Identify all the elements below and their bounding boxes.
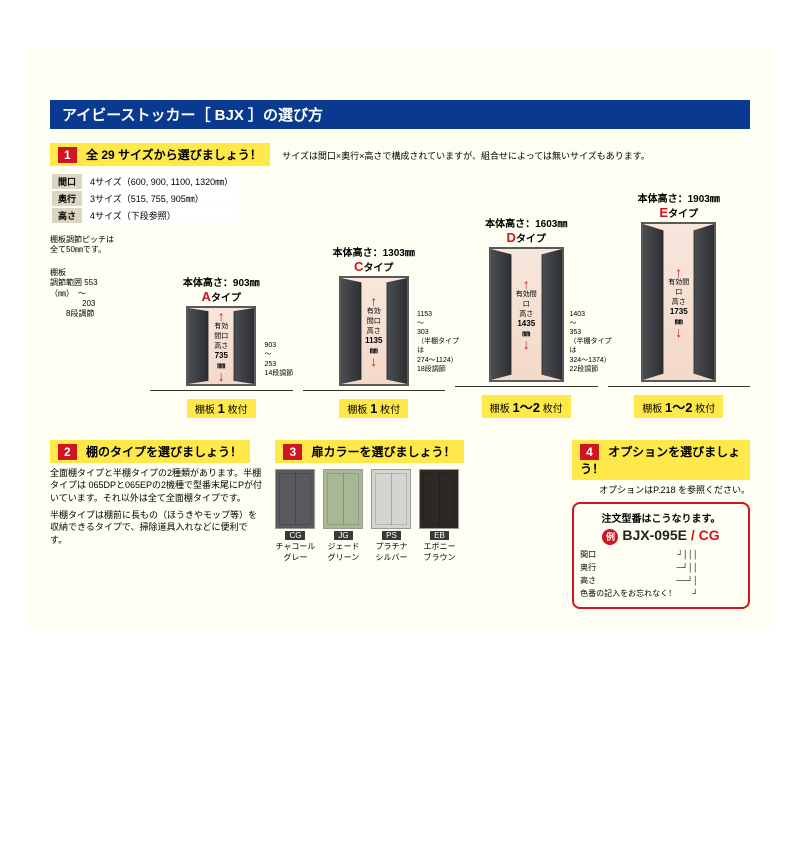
step1-heading: 全 29 サイズから選びましょう！	[86, 148, 262, 162]
step4-section: 4 オプションを選びましょう！ オプションはP.218 を参照ください。 注文型…	[572, 432, 750, 609]
color-note: 色番の記入をお忘れなく！	[580, 588, 676, 601]
order-example-box: 注文型番はこうなります。 例 BJX-095E / CG 間口┘│││ 奥行─┘…	[572, 502, 750, 608]
color-option-EB: EB エボニー ブラウン	[419, 469, 459, 563]
step2-text1: 全面棚タイプと半棚タイプの2種類があります。半棚タイプは 065DPと065EP…	[50, 467, 263, 505]
bracket-lines: 間口┘│││ 奥行─┘││ 高さ──┘│ 色番の記入をお忘れなく！┘	[580, 549, 742, 600]
step1-num: 1	[58, 147, 77, 163]
cabinet-type-E: 本体高さ：1903㎜ Eタイプ 1403 〜 353 （半棚タイプは 324〜1…	[608, 190, 751, 418]
step2-section: 2 棚のタイプを選びましょう！ 全面棚タイプと半棚タイプの2種類があります。半棚…	[50, 432, 263, 609]
step1-header: 1 全 29 サイズから選びましょう！	[50, 143, 270, 166]
step2-text2: 半棚タイプは棚前に長もの（ほうきやモップ等）を収納できるタイプで、掃除道具入れな…	[50, 509, 263, 547]
order-title: 注文型番はこうなります。	[580, 510, 742, 525]
step1-section: 1 全 29 サイズから選びましょう！ サイズは間口×奥行×高さで構成されていま…	[50, 135, 750, 418]
step4-num: 4	[580, 444, 599, 460]
step2-num: 2	[58, 444, 77, 460]
example-badge: 例	[602, 529, 618, 545]
page-title: アイビーストッカー［ BJX ］の選び方	[50, 100, 750, 129]
dimension-table: 間口4サイズ（600, 900, 1100, 1320㎜） 奥行3サイズ（515…	[50, 172, 241, 225]
color-option-CG: CG チャコール グレー	[275, 469, 315, 563]
step3-section: 3 扉カラーを選びましょう！ CG チャコール グレー JG ジェード グリーン…	[275, 432, 560, 609]
bottom-row: 2 棚のタイプを選びましょう！ 全面棚タイプと半棚タイプの2種類があります。半棚…	[50, 432, 750, 609]
step4-heading: オプションを選びましょう！	[580, 445, 740, 476]
order-code: 例 BJX-095E / CG	[580, 527, 742, 545]
color-option-PS: PS プラチナ シルバー	[371, 469, 411, 563]
step2-heading: 棚のタイプを選びましょう！	[86, 445, 242, 459]
catalog-page: アイビーストッカー［ BJX ］の選び方 1 全 29 サイズから選びましょう！…	[25, 50, 775, 629]
color-options: CG チャコール グレー JG ジェード グリーン PS プラチナ シルバー E…	[275, 469, 560, 563]
step3-heading: 扉カラーを選びましょう！	[312, 445, 456, 459]
color-option-JG: JG ジェード グリーン	[323, 469, 363, 563]
step4-note: オプションはP.218 を参照ください。	[572, 484, 750, 497]
pitch-note: 棚板調節ピッチは 全て50㎜です。	[50, 235, 241, 256]
step3-num: 3	[283, 444, 302, 460]
step1-note: サイズは間口×奥行×高さで構成されていますが、組合せによっては無いサイズもありま…	[282, 151, 650, 161]
